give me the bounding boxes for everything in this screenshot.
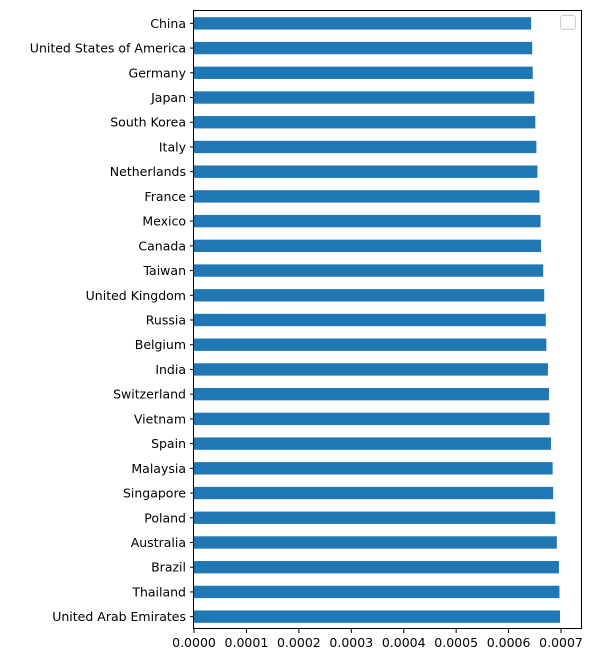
y-tick-label: Italy [159,139,187,154]
y-tick-label: Poland [144,510,186,525]
y-tick-label: Canada [138,238,186,253]
bar [194,66,533,79]
x-tick-label: 0.0000 [172,635,216,650]
x-tick-label: 0.0002 [277,635,321,650]
y-tick-label: South Korea [110,115,186,130]
bar [194,214,541,228]
y-tick-label: United States of America [30,41,186,56]
bar [194,239,542,253]
y-tick-label: Switzerland [113,387,186,402]
x-tick-label: 0.0001 [225,635,269,650]
y-tick-label: Malaysia [131,461,186,476]
y-tick-label: Spain [151,436,186,451]
bar [194,387,549,401]
bar [194,437,552,450]
y-tick-label: France [144,189,186,204]
y-tick-label: Taiwan [142,263,186,278]
bar [194,190,540,203]
bar [194,585,560,599]
bar [194,511,556,524]
y-tick-label: United Arab Emirates [52,609,186,624]
y-tick-label: Netherlands [110,164,186,179]
y-tick-label: Japan [150,90,186,105]
bar [194,338,547,351]
bar [194,140,537,154]
y-tick-label: Mexico [142,214,186,229]
y-tick-label: Singapore [123,486,186,501]
bar [194,610,560,623]
y-tick-label: Brazil [151,560,186,575]
bar [194,17,532,30]
bar [194,486,554,500]
bar [194,289,545,302]
x-tick-label: 0.0006 [487,635,531,650]
y-tick-label: Australia [131,535,186,550]
legend-box [560,15,576,30]
y-tick-label: Vietnam [134,411,186,426]
x-tick-label: 0.0003 [329,635,373,650]
x-tick-label: 0.0004 [382,635,426,650]
x-tick-label: 0.0007 [539,635,583,650]
x-axis-ticks: 0.0000 0.0001 0.0002 0.0003 0.0004 0.0005 0.00… [172,629,583,650]
bar [194,91,535,104]
bar [194,412,550,426]
bar [194,264,544,277]
y-tick-label: Belgium [135,337,186,352]
bar [194,116,536,129]
plot-frame [193,10,582,629]
bar [194,462,553,475]
y-tick-label: Germany [129,65,187,80]
bar [194,165,538,178]
y-tick-label: China [150,16,186,31]
bar [194,313,546,327]
y-axis-ticks: China United States of America Germany Japa… [30,16,194,624]
bars-group [194,17,560,623]
bar [194,363,548,376]
x-tick-label: 0.0005 [434,635,478,650]
bar [194,41,533,55]
bar [194,561,559,574]
y-tick-label: United Kingdom [86,288,186,303]
y-tick-label: Russia [146,313,186,328]
y-tick-label: Thailand [131,584,186,599]
y-tick-label: India [155,362,186,377]
bar [194,536,557,549]
